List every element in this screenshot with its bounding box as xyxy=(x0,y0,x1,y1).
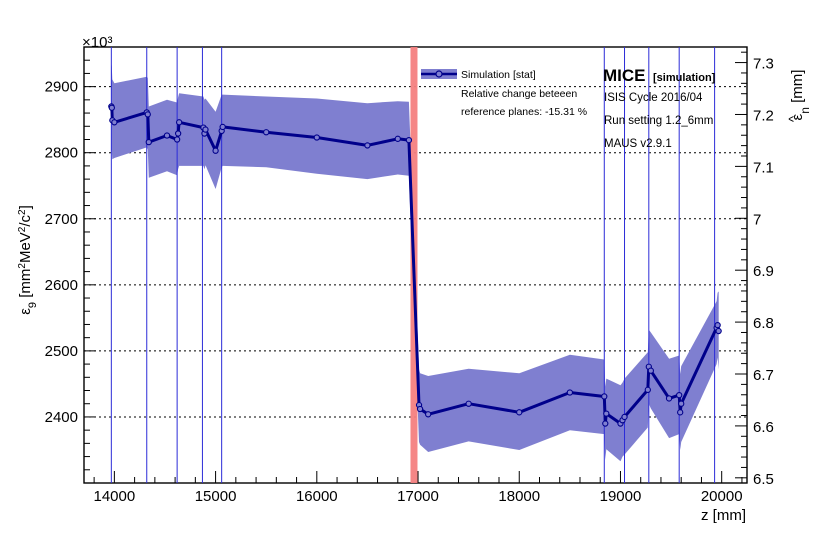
mice-subtitle: [simulation] xyxy=(653,72,716,84)
data-point xyxy=(263,129,270,136)
run-setting: Run setting 1.2_6mm xyxy=(604,115,713,127)
y2-axis-title: εn [mm] xyxy=(789,70,812,121)
x-tick-label: 19000 xyxy=(600,488,642,505)
y-tick-label: 2700 xyxy=(45,211,78,228)
data-point xyxy=(163,132,171,139)
data-point xyxy=(202,126,209,133)
x-tick-label: 20000 xyxy=(701,488,743,505)
y2-tick-label: 6.6 xyxy=(753,419,774,436)
stat-error-band xyxy=(111,62,719,462)
data-point xyxy=(425,411,432,418)
series-line xyxy=(108,103,722,427)
data-point xyxy=(108,104,115,111)
x-tick-label: 16000 xyxy=(296,488,338,505)
data-point xyxy=(465,400,472,407)
error-band xyxy=(111,62,719,462)
y2-axis-ticks: 6.5 6.6 6.7 6.8 6.9 7 7.1 7.2 7.3 xyxy=(735,51,774,488)
y2-tick-label: 6.8 xyxy=(753,315,774,332)
y2-tick-label: 6.9 xyxy=(753,263,774,280)
data-point xyxy=(677,409,684,416)
x-tick-label: 14000 xyxy=(94,488,136,505)
y2-tick-label: 7.2 xyxy=(753,107,774,124)
data-point xyxy=(173,136,181,143)
data-point xyxy=(174,130,182,137)
y2-tick-label: 7 xyxy=(753,211,761,228)
y2-tick-label: 7.3 xyxy=(753,56,774,73)
y2-tick-label: 7.1 xyxy=(753,159,774,176)
data-point xyxy=(175,119,183,126)
data-point xyxy=(212,147,219,154)
x-axis-title: z [mm] xyxy=(701,507,746,524)
data-point xyxy=(714,321,721,329)
y-multiplier: ×10³ xyxy=(82,34,112,51)
data-point xyxy=(602,420,609,427)
legend: Simulation [stat] Relative change beteee… xyxy=(421,69,587,118)
relative-change-line2: reference planes: -15.31 % xyxy=(461,106,587,118)
x-tick-label: 18000 xyxy=(498,488,540,505)
y-tick-label: 2600 xyxy=(45,277,78,294)
data-point xyxy=(416,405,424,413)
data-point xyxy=(364,142,371,149)
data-point xyxy=(219,123,226,131)
data-point xyxy=(603,410,610,417)
data-point xyxy=(665,395,673,402)
data-point xyxy=(566,389,574,396)
data-point xyxy=(313,134,320,141)
data-point xyxy=(644,386,651,394)
data-point xyxy=(405,136,413,144)
mice-info: MICE [simulation] ISIS Cycle 2016/04 Run… xyxy=(603,66,716,150)
data-point xyxy=(676,391,683,399)
y2-tick-label: 6.7 xyxy=(753,367,774,384)
legend-marker xyxy=(435,70,443,78)
data-point xyxy=(111,119,118,126)
y-tick-label: 2900 xyxy=(45,79,78,96)
y-tick-label: 2400 xyxy=(45,409,78,426)
legend-label: Simulation [stat] xyxy=(461,69,536,81)
x-tick-label: 17000 xyxy=(397,488,439,505)
data-point xyxy=(715,327,722,335)
mice-title: MICE xyxy=(603,66,646,85)
y-axis-title: ε9 [mm2MeV2/c2] xyxy=(17,205,40,315)
maus-version: MAUS v2.9.1 xyxy=(604,138,672,150)
y-axis-ticks: 2400 2500 2600 2700 2800 2900 xyxy=(45,46,96,471)
y-tick-label: 2500 xyxy=(45,343,78,360)
data-point xyxy=(144,111,151,118)
data-point xyxy=(516,409,523,416)
x-tick-label: 15000 xyxy=(195,488,237,505)
data-point xyxy=(678,400,685,407)
x-axis-ticks: 14000 15000 16000 17000 18000 19000 20000 xyxy=(94,471,743,505)
y-tick-label: 2800 xyxy=(45,145,78,162)
data-point xyxy=(601,393,608,400)
data-point xyxy=(145,138,152,146)
y2-tick-label: 6.5 xyxy=(753,471,774,488)
data-point xyxy=(647,367,654,374)
reference-planes xyxy=(110,47,716,483)
isis-cycle: ISIS Cycle 2016/04 xyxy=(604,92,703,104)
data-point xyxy=(394,135,401,142)
y2-axis-hat: ^ xyxy=(786,115,801,122)
data-point xyxy=(621,413,628,421)
relative-change-line1: Relative change beteeen xyxy=(461,88,577,100)
